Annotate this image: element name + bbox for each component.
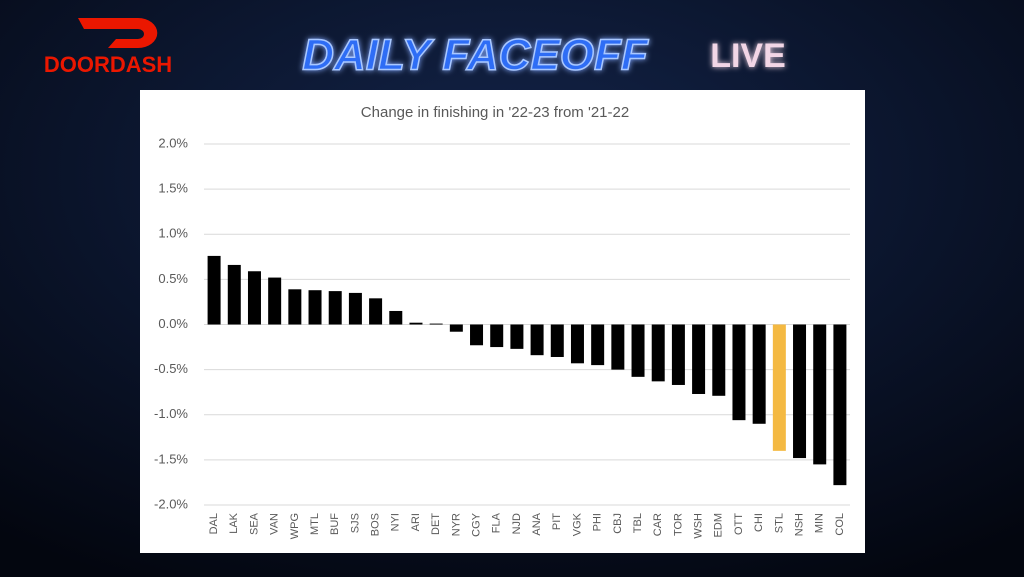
y-tick-label: -2.0% xyxy=(154,496,188,511)
x-tick-label: NYI xyxy=(390,513,402,531)
x-tick-label: ARI xyxy=(410,513,422,531)
bar xyxy=(227,264,241,325)
x-tick-label: CHI xyxy=(753,513,765,532)
y-tick-label: -1.0% xyxy=(154,406,188,421)
bar xyxy=(369,298,383,325)
bar xyxy=(651,324,665,382)
bar xyxy=(631,324,645,377)
bar xyxy=(793,324,807,459)
x-tick-label: SEA xyxy=(248,512,260,535)
x-tick-label: STL xyxy=(773,513,785,533)
x-tick-label: NJD xyxy=(511,513,523,534)
x-tick-label: MTL xyxy=(309,513,321,535)
x-tick-label: COL xyxy=(834,513,846,536)
bar xyxy=(207,255,221,325)
bar xyxy=(328,291,342,325)
y-tick-label: -1.5% xyxy=(154,451,188,466)
x-tick-label: TOR xyxy=(672,513,684,536)
bar xyxy=(268,277,282,325)
bar xyxy=(671,324,685,385)
x-tick-label: OTT xyxy=(733,513,745,535)
y-tick-label: 1.0% xyxy=(158,226,188,241)
y-tick-label: 1.5% xyxy=(158,181,188,196)
bar xyxy=(570,324,584,364)
x-tick-label: SJS xyxy=(349,513,361,533)
bar xyxy=(530,324,544,356)
bar xyxy=(752,324,766,424)
x-tick-label: NYR xyxy=(450,513,462,536)
bar xyxy=(490,324,504,348)
show-title: DAILY FACEOFF xyxy=(302,31,649,80)
x-tick-label: CGY xyxy=(470,512,482,537)
x-tick-label: MIN xyxy=(814,513,826,533)
bar xyxy=(389,310,403,325)
y-tick-label: -0.5% xyxy=(154,361,188,376)
bar xyxy=(550,324,564,357)
x-tick-label: DET xyxy=(430,513,442,535)
x-tick-label: VGK xyxy=(571,512,583,536)
bar xyxy=(409,322,423,325)
bar xyxy=(429,323,443,325)
bar xyxy=(247,271,261,325)
bar xyxy=(692,324,706,394)
x-tick-label: EDM xyxy=(713,513,725,537)
bar xyxy=(510,324,524,349)
logo-icon xyxy=(78,18,158,49)
x-tick-label: BOS xyxy=(370,513,382,536)
bar xyxy=(813,324,827,465)
x-tick-label: CBJ xyxy=(612,513,624,534)
bar xyxy=(712,324,726,396)
bar xyxy=(449,324,463,332)
x-tick-label: TBL xyxy=(632,513,644,533)
chart-title: Change in finishing in '22-23 from '21-2… xyxy=(361,104,629,121)
x-tick-label: DAL xyxy=(208,513,220,534)
x-tick-label: FLA xyxy=(491,512,503,533)
x-tick-label: PHI xyxy=(592,513,604,531)
y-tick-label: 0.5% xyxy=(158,271,188,286)
bar xyxy=(288,289,302,325)
plot: 2.0% 1.5% 1.0% 0.5% 0.0% -0.5% -1.0% -1.5% -2.0%… xyxy=(154,135,850,539)
x-tick-label: WSH xyxy=(693,513,705,539)
bar xyxy=(591,324,605,366)
live-badge: LIVE xyxy=(710,37,786,75)
x-tick-label: LAK xyxy=(228,512,240,533)
x-tick-label: BUF xyxy=(329,513,341,535)
logo-text: DOORDASH xyxy=(44,52,172,77)
x-tick-label: ANA xyxy=(531,512,543,535)
y-tick-label: 2.0% xyxy=(158,135,188,150)
bar xyxy=(348,292,362,325)
bar xyxy=(833,324,847,486)
x-tick-label: WPG xyxy=(289,513,301,539)
y-tick-label: 0.0% xyxy=(158,316,188,331)
bar xyxy=(308,290,322,325)
x-tick-label: CAR xyxy=(652,513,664,536)
bar xyxy=(772,324,786,451)
x-tick-label: VAN xyxy=(269,513,281,535)
x-tick-label: NSH xyxy=(793,513,805,536)
bar xyxy=(732,324,746,421)
bar xyxy=(611,324,625,370)
bar xyxy=(470,324,484,346)
x-tick-label: PIT xyxy=(551,513,563,530)
